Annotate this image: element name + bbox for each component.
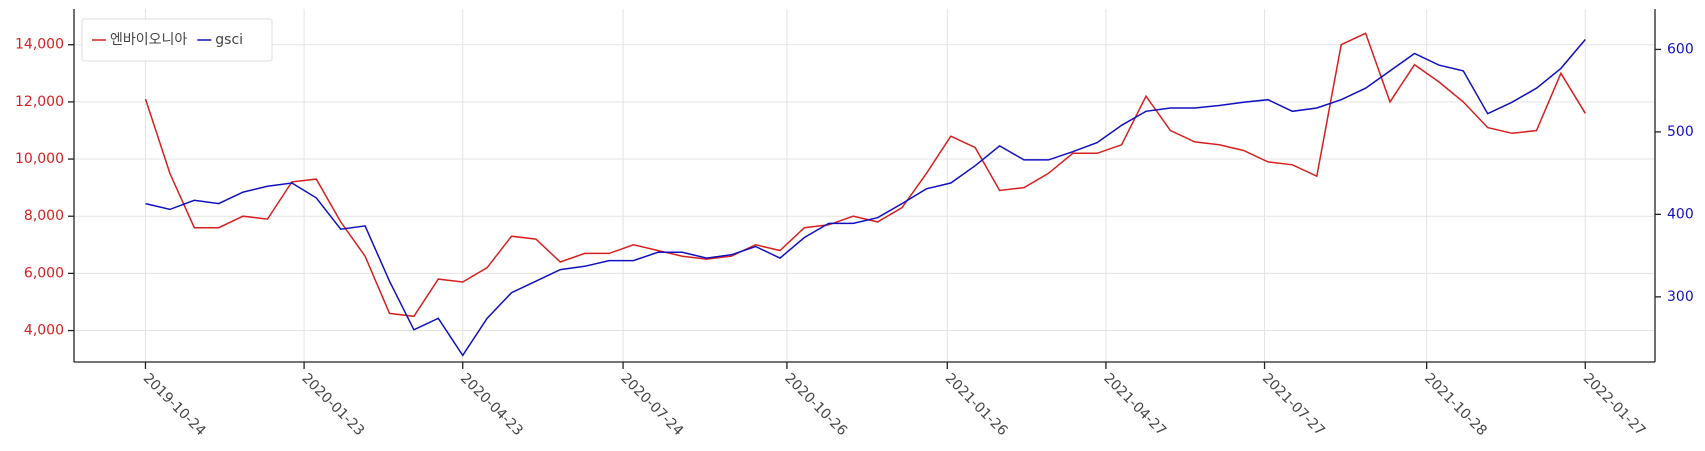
x-tick-label: 2021-04-27 (1100, 370, 1169, 439)
y-tick-label: 14,000 (15, 37, 64, 53)
x-tick-label: 2022-01-27 (1580, 370, 1649, 439)
y2-tick-label: 500 (1667, 124, 1694, 140)
y2-tick-label: 400 (1667, 206, 1694, 222)
x-tick-label: 2020-04-23 (457, 370, 526, 439)
y2-tick-label: 300 (1667, 289, 1694, 305)
legend-label: 엔바이오니아 (110, 32, 187, 48)
x-tick-label: 2021-10-28 (1421, 370, 1490, 439)
x-tick-label: 2019-10-24 (140, 370, 209, 439)
x-tick-label: 2021-07-27 (1259, 370, 1328, 439)
y-tick-label: 8,000 (24, 208, 64, 224)
y-tick-label: 12,000 (15, 94, 64, 110)
y-tick-label: 4,000 (24, 323, 64, 339)
line-series (144, 32, 1586, 318)
x-tick-label: 2020-07-24 (617, 370, 686, 439)
y-tick-label: 6,000 (24, 265, 64, 281)
legend: 엔바이오니아 gsci (81, 18, 273, 62)
x-tick-label: 2021-01-26 (942, 370, 1011, 439)
y2-tick-label: 600 (1667, 41, 1694, 57)
x-tick-label: 2020-01-23 (298, 370, 367, 439)
legend-box (81, 18, 273, 62)
legend-label: gsci (215, 32, 243, 48)
y-tick-label: 10,000 (15, 151, 64, 167)
line-series (145, 39, 1586, 357)
x-tick-label: 2020-10-26 (781, 370, 850, 439)
